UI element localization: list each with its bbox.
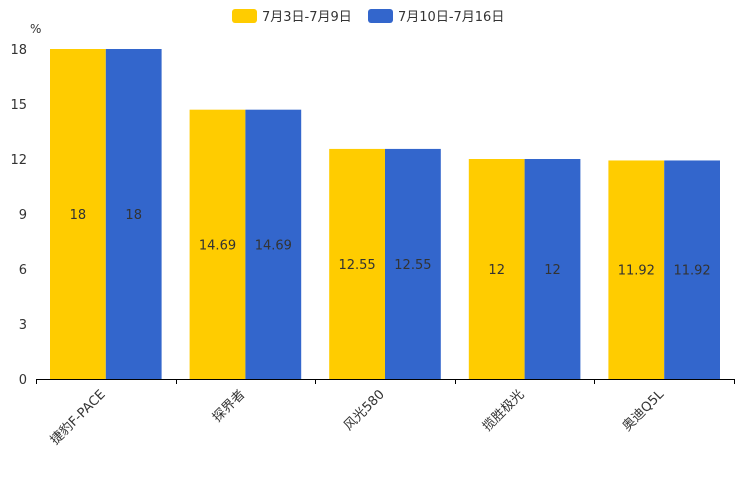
x-tick-label: 捷豹F-PACE [48,387,109,448]
bar[interactable] [608,160,665,379]
bar[interactable] [50,49,106,379]
bar[interactable] [664,160,720,379]
data-label: 11.92 [673,264,710,279]
data-label: 18 [125,208,142,223]
y-tick-label: 9 [19,208,27,223]
y-tick-label: 3 [19,318,27,333]
data-label: 11.92 [618,264,655,279]
y-tick-label: 12 [10,153,27,168]
legend: 7月3日-7月9日 7月10日-7月16日 [232,9,504,25]
data-label: 12 [544,263,561,278]
y-axis-unit-label: % [30,22,41,36]
x-tick-label: 奥迪Q5L [620,387,668,435]
y-tick-label: 6 [19,263,27,278]
bar[interactable] [524,159,581,379]
legend-swatch[interactable] [232,9,257,23]
data-label: 12.55 [338,258,375,273]
data-label: 12.55 [394,258,431,273]
bar[interactable] [105,49,162,379]
data-label: 12 [488,263,505,278]
y-tick-label: 0 [19,373,27,388]
y-tick-label: 15 [10,98,27,113]
legend-swatch[interactable] [368,9,393,23]
x-tick-label: 风光580 [341,387,388,434]
legend-label[interactable]: 7月10日-7月16日 [398,10,504,25]
data-label: 18 [70,208,87,223]
bar[interactable] [468,159,525,379]
x-tick-label: 揽胜极光 [479,387,527,435]
bar[interactable] [385,148,441,379]
x-axis: 捷豹F-PACE 探界者 风光580 揽胜极光 奥迪Q5L [36,379,735,448]
bar[interactable] [189,109,246,379]
data-label: 14.69 [255,238,292,253]
x-tick-label: 探界者 [210,387,248,425]
y-axis: 0 3 6 9 12 15 18 [10,43,27,388]
bars: 18 18 14.69 14.69 12.55 12.55 12 12 11.92 11.92 [50,49,720,379]
bar[interactable] [245,109,302,379]
data-label: 14.69 [199,238,236,253]
legend-label[interactable]: 7月3日-7月9日 [262,10,352,25]
bar[interactable] [329,148,385,379]
y-tick-label: 18 [10,43,27,58]
